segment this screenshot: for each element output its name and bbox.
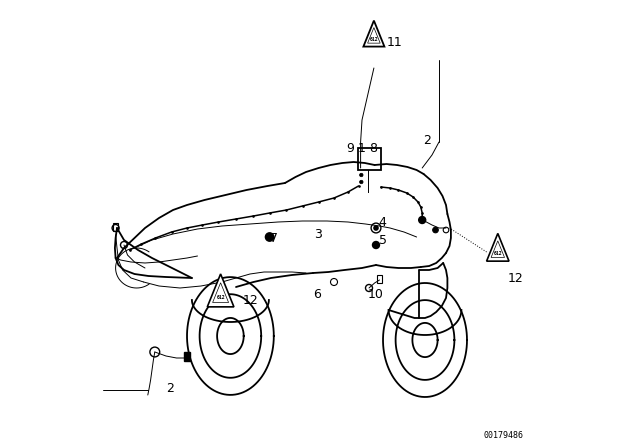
Text: 7: 7 [269,232,278,245]
Text: 00179486: 00179486 [484,431,524,440]
Bar [377,275,382,283]
Bar [113,223,118,231]
Text: 12: 12 [508,271,524,284]
Text: 9: 9 [347,142,355,155]
Text: 2: 2 [424,134,431,146]
Text: 12: 12 [243,293,259,306]
Text: 612: 612 [493,251,502,256]
Circle shape [372,241,380,249]
Circle shape [419,216,426,224]
Text: 4: 4 [379,215,387,228]
Circle shape [360,180,363,184]
Circle shape [360,173,363,177]
Text: 1: 1 [358,142,365,155]
Polygon shape [364,21,385,47]
Text: 10: 10 [367,288,383,301]
Circle shape [266,233,274,241]
Text: 6: 6 [313,288,321,301]
Text: 5: 5 [379,233,387,246]
Text: 2: 2 [166,382,174,395]
Circle shape [374,226,378,230]
Text: 11: 11 [387,35,403,48]
Text: 612: 612 [216,296,225,301]
Polygon shape [486,233,509,261]
Circle shape [433,227,438,233]
Text: 8: 8 [369,142,377,155]
Bar [184,352,190,361]
Polygon shape [207,274,234,307]
Text: 3: 3 [314,228,323,241]
Text: 612: 612 [369,37,378,42]
